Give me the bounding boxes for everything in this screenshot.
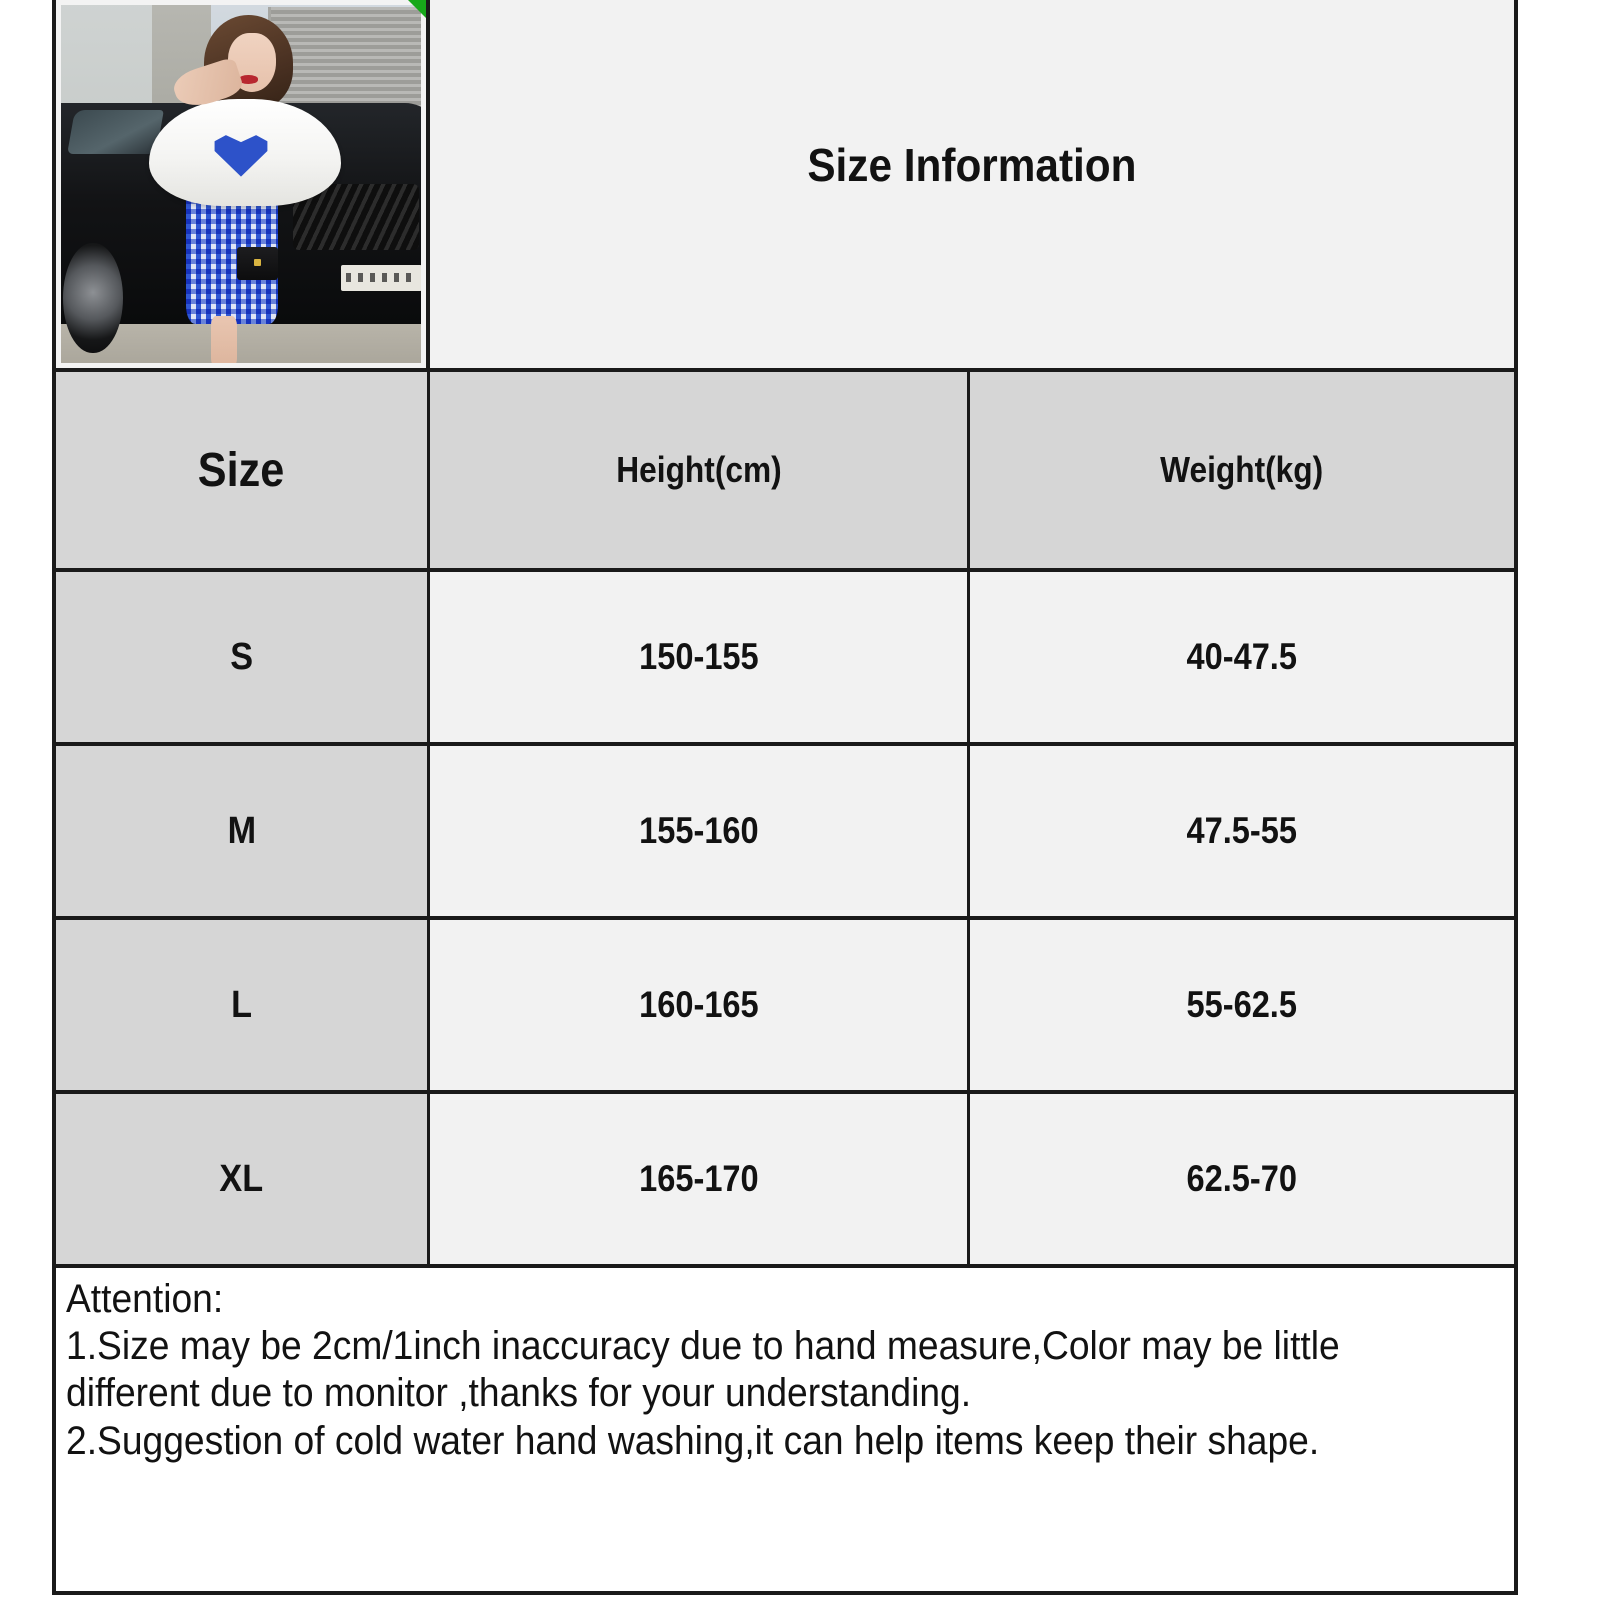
cell-size: XL (56, 1094, 430, 1264)
cell-weight: 62.5-70 (970, 1094, 1514, 1264)
value-size: XL (219, 1157, 264, 1200)
attention-heading: Attention: (66, 1277, 224, 1321)
green-corner-marker-icon (408, 0, 426, 18)
header-label-weight: Weight(kg) (1160, 449, 1324, 490)
table-row: S 150-155 40-47.5 (56, 572, 1514, 746)
page-title: Size Information (807, 139, 1137, 191)
value-weight: 47.5-55 (1186, 810, 1298, 851)
value-weight: 40-47.5 (1186, 636, 1298, 677)
value-height: 165-170 (638, 1158, 759, 1199)
cell-weight: 40-47.5 (970, 572, 1514, 742)
value-height: 150-155 (638, 636, 759, 677)
value-size: L (231, 983, 252, 1026)
header-cell-weight: Weight(kg) (970, 372, 1514, 568)
title-cell: Size Information (430, 0, 1514, 368)
cell-weight: 55-62.5 (970, 920, 1514, 1090)
photo-model-leg (211, 316, 238, 368)
cell-size: M (56, 746, 430, 916)
attention-line-3: 2.Suggestion of cold water hand washing,… (66, 1418, 1320, 1463)
cell-size: L (56, 920, 430, 1090)
value-weight: 55-62.5 (1186, 984, 1298, 1025)
cell-height: 165-170 (430, 1094, 970, 1264)
table-header-row: Size Height(cm) Weight(kg) (56, 372, 1514, 572)
table-row: XL 165-170 62.5-70 (56, 1094, 1514, 1268)
cell-height: 155-160 (430, 746, 970, 916)
cell-height: 160-165 (430, 920, 970, 1090)
attention-line-2: different due to monitor ,thanks for you… (66, 1371, 972, 1416)
value-size: M (227, 809, 256, 852)
header-cell-size: Size (56, 372, 430, 568)
cell-height: 150-155 (430, 572, 970, 742)
table-row: L 160-165 55-62.5 (56, 920, 1514, 1094)
value-height: 160-165 (638, 984, 759, 1025)
table-top-band: Size Information (56, 0, 1514, 372)
value-size: S (230, 635, 253, 678)
header-label-size: Size (198, 443, 285, 497)
value-weight: 62.5-70 (1186, 1158, 1298, 1199)
photo-car-windshield (66, 110, 164, 155)
photo-car-wheel (63, 242, 123, 354)
product-photo (56, 0, 426, 368)
value-height: 155-160 (638, 810, 759, 851)
cell-weight: 47.5-55 (970, 746, 1514, 916)
attention-line-1: 1.Size may be 2cm/1inch inaccuracy due t… (66, 1324, 1340, 1369)
photo-car-license-plate (340, 264, 423, 291)
header-cell-height: Height(cm) (430, 372, 970, 568)
header-label-height: Height(cm) (615, 449, 782, 490)
cell-size: S (56, 572, 430, 742)
size-information-table: Size Information Size Height(cm) Weight(… (52, 0, 1518, 1595)
photo-model-lips (239, 75, 258, 84)
table-row: M 155-160 47.5-55 (56, 746, 1514, 920)
product-photo-cell (56, 0, 430, 368)
attention-block: Attention: 1.Size may be 2cm/1inch inacc… (56, 1268, 1514, 1588)
photo-model-handbag (237, 246, 278, 280)
